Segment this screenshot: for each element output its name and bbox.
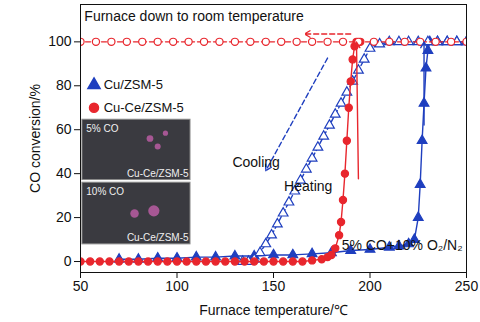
svg-text:Cu-Ce/ZSM-5: Cu-Ce/ZSM-5: [127, 168, 189, 179]
svg-text:10% CO: 10% CO: [86, 186, 124, 197]
svg-text:60: 60: [56, 121, 72, 137]
svg-text:CO conversion/%: CO conversion/%: [27, 84, 43, 193]
svg-text:5% CO: 5% CO: [86, 123, 118, 134]
svg-text:Cu-Ce/ZSM-5: Cu-Ce/ZSM-5: [104, 100, 184, 115]
svg-text:100: 100: [48, 33, 72, 49]
svg-text:20: 20: [56, 209, 72, 225]
svg-text:0: 0: [64, 253, 72, 269]
svg-text:50: 50: [73, 278, 89, 294]
svg-text:Furnace temperature/℃: Furnace temperature/℃: [199, 302, 348, 318]
svg-text:Furnace down to room temperatu: Furnace down to room temperature: [84, 8, 304, 24]
svg-text:100: 100: [165, 278, 189, 294]
svg-text:200: 200: [358, 278, 382, 294]
svg-text:Cu-Ce/ZSM-5: Cu-Ce/ZSM-5: [127, 232, 189, 243]
svg-text:Heating: Heating: [284, 178, 332, 194]
svg-text:150: 150: [262, 278, 286, 294]
svg-text:Cooling: Cooling: [232, 154, 279, 170]
svg-text:Cu/ZSM-5: Cu/ZSM-5: [104, 77, 163, 92]
svg-text:250: 250: [455, 278, 479, 294]
svg-text:80: 80: [56, 77, 72, 93]
svg-text:40: 40: [56, 165, 72, 181]
svg-text:5% CO+10% O₂/N₂: 5% CO+10% O₂/N₂: [342, 237, 463, 253]
